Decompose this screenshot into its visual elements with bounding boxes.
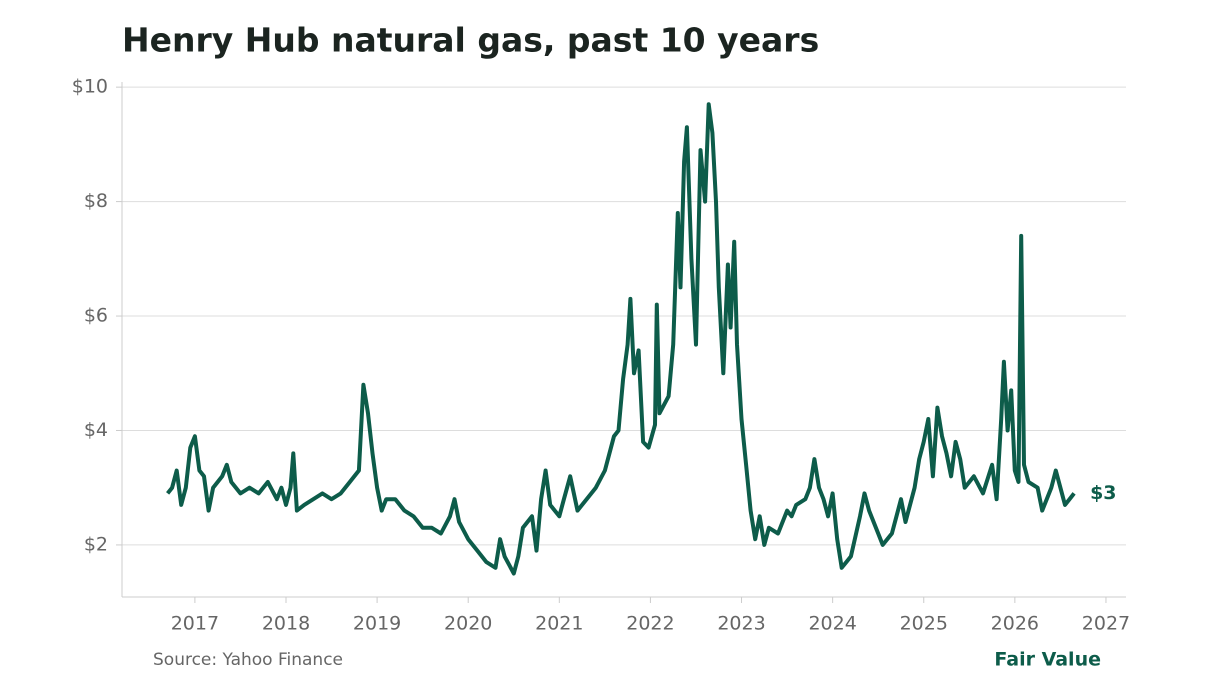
x-tick-label: 2026 bbox=[991, 613, 1039, 635]
source: Source: Yahoo Finance bbox=[153, 650, 343, 670]
y-tick-label: $4 bbox=[84, 419, 108, 441]
x-tick-label: 2021 bbox=[535, 613, 583, 635]
end-label: $3 bbox=[1090, 482, 1116, 504]
chart-title: Henry Hub natural gas, past 10 years bbox=[122, 21, 819, 60]
x-tick-label: 2017 bbox=[171, 613, 219, 635]
x-tick-label: 2023 bbox=[717, 613, 765, 635]
brand: Fair Value bbox=[994, 649, 1101, 671]
x-tick-label: 2025 bbox=[900, 613, 948, 635]
y-tick-label: $6 bbox=[84, 305, 108, 327]
x-tick-label: 2018 bbox=[262, 613, 310, 635]
x-tick-label: 2020 bbox=[444, 613, 492, 635]
y-tick-label: $2 bbox=[84, 533, 108, 555]
x-tick-label: 2022 bbox=[626, 613, 674, 635]
x-tick-label: 2019 bbox=[353, 613, 401, 635]
y-tick-label: $8 bbox=[84, 190, 108, 212]
x-tick-label: 2027 bbox=[1082, 613, 1130, 635]
y-tick-label: $10 bbox=[72, 76, 108, 98]
line bbox=[166, 102, 1076, 576]
x-tick-label: 2024 bbox=[808, 613, 856, 635]
